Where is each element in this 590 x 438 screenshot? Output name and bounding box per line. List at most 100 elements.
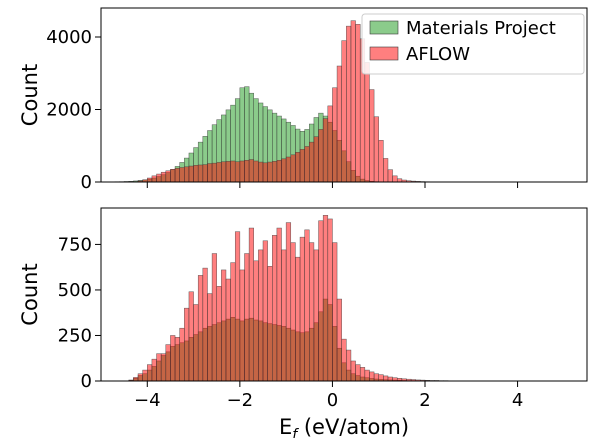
bottom-bar-aflow	[267, 266, 273, 382]
legend-box	[361, 13, 585, 75]
top-bar-aflow	[272, 161, 278, 183]
bottom-bar-aflow	[133, 377, 139, 382]
top-y-tick-label: 4000	[46, 27, 92, 48]
bottom-bar-aflow	[221, 269, 227, 382]
x-tick-label: −4	[134, 390, 161, 411]
top-bar-aflow	[258, 161, 264, 183]
top-bar-aflow	[174, 167, 180, 183]
x-tick-label: 4	[512, 390, 523, 411]
top-bar-aflow	[207, 163, 213, 183]
top-bar-aflow	[392, 175, 398, 183]
top-bar-aflow	[156, 173, 162, 183]
bottom-bar-aflow	[202, 267, 208, 382]
top-bar-aflow	[216, 162, 222, 183]
top-y-tick-label: 0	[81, 172, 92, 193]
bottom-bar-aflow	[350, 360, 356, 382]
bottom-panel-frame	[100, 207, 588, 382]
top-bar-aflow	[383, 158, 389, 183]
bottom-bar-aflow	[387, 376, 393, 382]
x-axis-label-unit: (eV/atom)	[297, 415, 409, 438]
bottom-bar-aflow	[151, 358, 157, 382]
bottom-y-ticks: 0 250 500 750	[58, 234, 101, 392]
top-bar-aflow	[304, 146, 310, 183]
top-bar-aflow	[197, 164, 204, 183]
top-bar-aflow	[313, 136, 319, 183]
top-panel: 0 2000 4000 Count Materials Project AFLOW	[18, 7, 588, 193]
bottom-bar-aflow	[184, 307, 190, 382]
bottom-bar-aflow	[234, 231, 241, 382]
bottom-bar-aflow	[336, 298, 342, 382]
top-bar-aflow	[378, 140, 384, 183]
top-bar-aflow	[225, 161, 231, 183]
bottom-bar-aflow	[248, 227, 254, 382]
top-bar-aflow	[281, 158, 287, 183]
legend: Materials Project AFLOW	[361, 13, 585, 75]
bottom-bar-aflow	[327, 218, 333, 382]
top-bar-aflow	[230, 160, 236, 183]
bottom-bar-aflow	[193, 304, 199, 382]
bottom-bar-aflow	[272, 235, 278, 382]
bottom-bar-aflow	[239, 269, 245, 382]
bottom-bar-aflow	[313, 249, 319, 382]
top-bar-aflow	[299, 149, 305, 183]
legend-label-materials-project: Materials Project	[406, 18, 556, 39]
bottom-bar-aflow	[253, 260, 259, 382]
top-bar-aflow	[327, 105, 333, 183]
top-bar-aflow	[364, 62, 370, 183]
top-bar-aflow	[318, 129, 324, 183]
top-bar-aflow	[322, 118, 329, 183]
x-axis-label-main: E	[279, 415, 292, 438]
top-bar-aflow	[188, 165, 194, 183]
x-tick-label: −2	[227, 390, 254, 411]
top-bar-aflow	[373, 116, 379, 183]
top-bar-aflow	[221, 161, 227, 183]
bottom-bar-aflow	[373, 373, 379, 382]
bottom-bar-aflow	[369, 371, 375, 382]
top-bar-aflow	[369, 89, 375, 183]
top-y-axis-label: Count	[18, 64, 42, 126]
bottom-bar-aflow	[304, 229, 310, 382]
bottom-bar-aflow	[295, 256, 301, 382]
top-bar-aflow	[341, 40, 347, 183]
top-bar-aflow	[151, 175, 157, 183]
top-bar-aflow	[234, 161, 241, 183]
bottom-bar-aflow	[309, 242, 315, 382]
top-bar-aflow	[193, 165, 199, 183]
top-bar-aflow	[267, 161, 273, 183]
top-bar-aflow	[244, 160, 250, 183]
bottom-y-axis-label: Count	[18, 263, 42, 325]
bottom-bar-aflow	[299, 236, 305, 382]
bottom-bar-aflow	[346, 349, 352, 382]
bottom-bar-aflow	[165, 344, 171, 382]
bottom-bar-aflow	[258, 249, 264, 382]
bottom-bar-aflow	[322, 215, 329, 382]
top-y-tick-label: 2000	[46, 100, 92, 121]
bottom-y-tick-label: 250	[58, 325, 92, 346]
bottom-bar-aflow	[188, 291, 194, 382]
bottom-bar-aflow	[318, 220, 324, 382]
top-bar-aflow	[160, 171, 167, 183]
bottom-y-tick-label: 750	[58, 234, 92, 255]
bottom-bar-aflow	[174, 337, 180, 382]
bottom-bar-aflow	[211, 253, 217, 382]
top-bar-aflow	[165, 170, 171, 183]
bottom-bar-aflow	[207, 293, 213, 382]
bottom-bars	[128, 215, 463, 382]
top-bar-aflow	[262, 162, 268, 183]
top-bars	[110, 20, 454, 183]
top-x-ticks	[146, 182, 519, 188]
bottom-x-ticks: −4 −2 0 2 4	[134, 381, 523, 411]
bottom-bar-aflow	[290, 242, 296, 382]
bottom-bar-aflow	[156, 353, 162, 382]
bottom-bar-aflow	[230, 262, 236, 382]
bottom-bar-aflow	[170, 335, 176, 382]
top-bar-aflow	[309, 141, 315, 183]
bottom-bar-aflow	[281, 249, 287, 382]
legend-swatch-aflow	[369, 46, 399, 61]
top-bar-aflow	[170, 169, 176, 183]
top-bar-aflow	[290, 154, 296, 183]
bottom-bar-aflow	[142, 369, 148, 382]
top-bar-aflow	[248, 159, 254, 183]
top-bar-aflow	[211, 162, 217, 183]
